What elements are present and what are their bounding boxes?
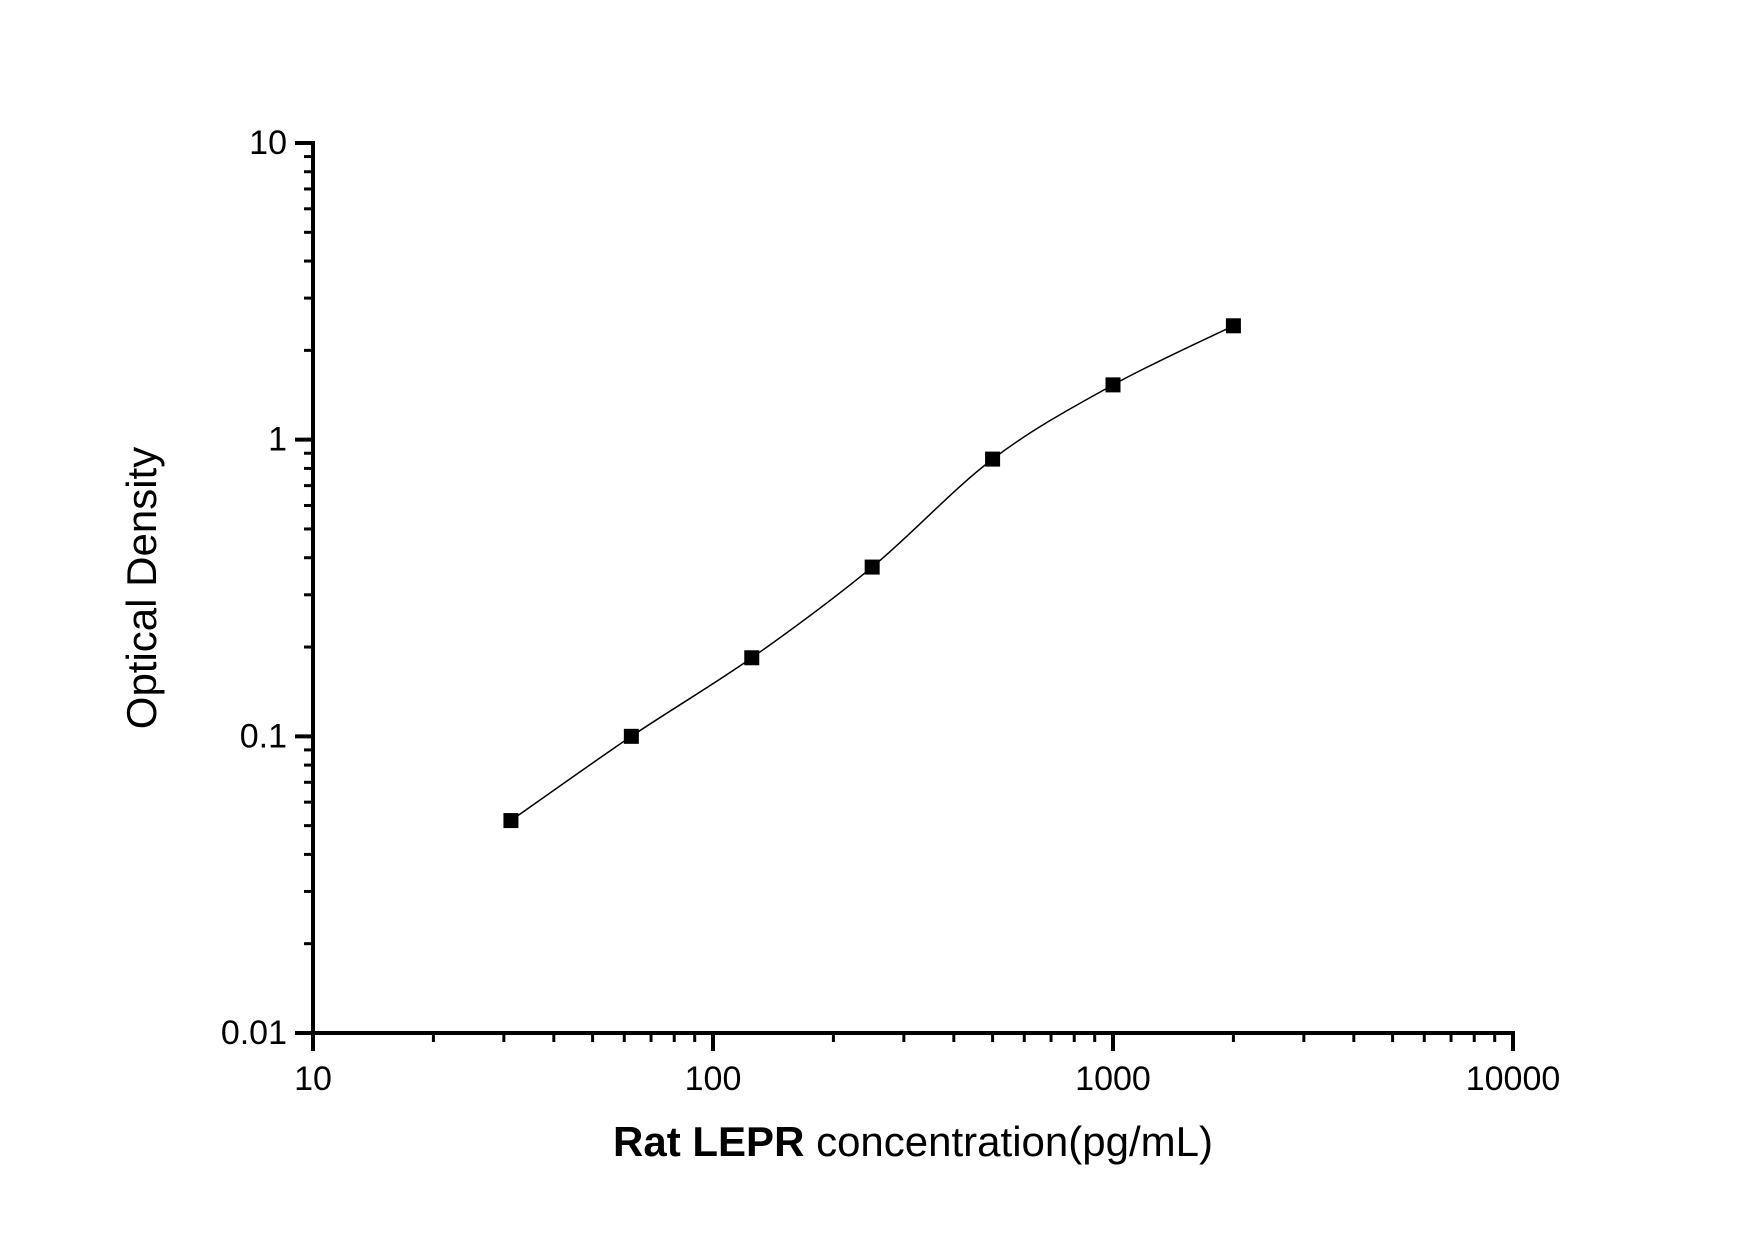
x-tick-label: 1000 <box>1075 1060 1151 1098</box>
x-axis-title-analyte: Rat LEPR <box>613 1118 805 1165</box>
data-point-marker <box>864 559 880 575</box>
x-tick-label: 10000 <box>1466 1060 1561 1098</box>
data-point-marker <box>1105 377 1121 393</box>
data-point-marker <box>503 813 519 829</box>
x-tick-label: 10 <box>294 1060 332 1098</box>
y-tick-label: 0.01 <box>221 1014 287 1052</box>
y-axis-title: Optical Density <box>118 446 165 730</box>
data-point-marker <box>623 728 639 744</box>
data-point-marker <box>744 650 760 666</box>
x-axis-title-units: concentration(pg/mL) <box>804 1118 1213 1165</box>
data-point-marker <box>985 451 1001 467</box>
data-point-marker <box>1225 318 1241 334</box>
y-tick-label: 10 <box>249 124 287 162</box>
x-axis-title: Rat LEPR concentration(pg/mL) <box>313 1118 1513 1166</box>
y-tick-label: 1 <box>268 421 287 459</box>
x-tick-label: 100 <box>685 1060 742 1098</box>
y-tick-label: 0.1 <box>240 717 287 755</box>
